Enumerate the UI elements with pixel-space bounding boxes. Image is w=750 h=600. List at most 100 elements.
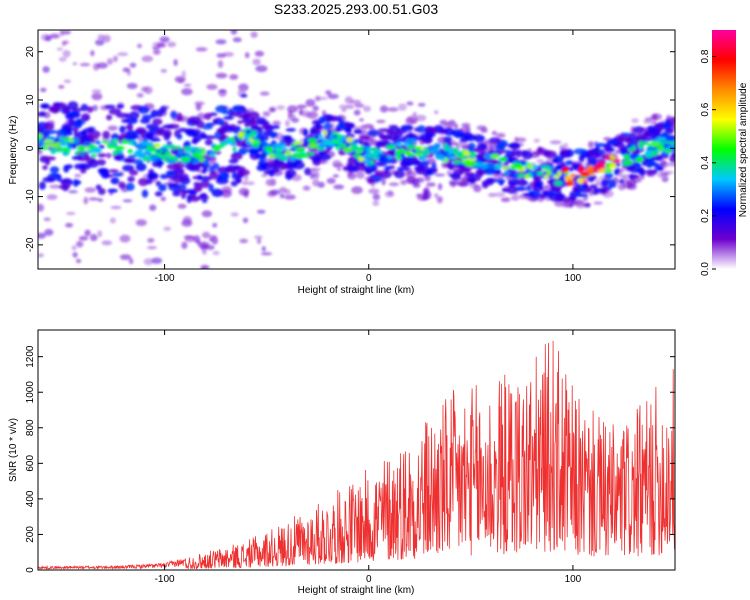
amplitude-cell: [473, 161, 478, 166]
amplitude-cell: [167, 155, 177, 159]
amplitude-cell: [349, 99, 362, 105]
amplitude-cell: [200, 180, 211, 188]
amplitude-cell: [132, 140, 138, 147]
amplitude-cell: [281, 135, 293, 140]
amplitude-cell: [565, 160, 574, 166]
amplitude-cell: [97, 153, 107, 158]
amplitude-cell: [78, 235, 89, 241]
amplitude-cell: [58, 184, 71, 190]
amplitude-cell: [42, 66, 50, 73]
amplitude-cell: [516, 149, 523, 158]
amplitude-cell: [178, 150, 185, 155]
amplitude-cell: [80, 151, 85, 157]
amplitude-cell: [221, 110, 230, 115]
amplitude-cell: [431, 162, 437, 170]
amplitude-cell: [50, 148, 57, 155]
amplitude-cell: [553, 186, 561, 192]
amplitude-cell: [44, 35, 52, 42]
amplitude-cell: [594, 146, 601, 151]
amplitude-cell: [211, 236, 219, 245]
amplitude-cell: [631, 118, 639, 124]
amplitude-cell: [381, 178, 386, 186]
colorbar: 0.0 0.2 0.4 0.6 0.8 Normalized spectral ampl…: [700, 30, 749, 276]
amplitude-cell: [83, 142, 91, 147]
amplitude-cell: [387, 107, 399, 112]
amplitude-cell: [554, 175, 560, 179]
amplitude-cell: [407, 138, 417, 144]
amplitude-cell: [570, 192, 584, 197]
amplitude-cell: [152, 46, 160, 50]
amplitude-cell: [185, 162, 198, 171]
amplitude-cell: [354, 153, 361, 159]
amplitude-cell: [488, 192, 496, 198]
amplitude-cell: [173, 59, 178, 66]
amplitude-cell: [150, 109, 159, 118]
amplitude-cell: [167, 41, 177, 48]
amplitude-cell: [46, 136, 56, 140]
amplitude-cell: [423, 191, 432, 198]
amplitude-cell: [544, 150, 557, 159]
amplitude-cell: [229, 74, 239, 80]
amplitude-cell: [617, 142, 625, 150]
amplitude-cell: [350, 143, 358, 148]
amplitude-cell: [80, 103, 89, 112]
amplitude-cell: [86, 106, 94, 113]
amplitude-cell: [101, 140, 108, 144]
amplitude-cell: [372, 200, 380, 207]
amplitude-cell: [560, 161, 566, 168]
amplitude-cell: [151, 257, 163, 264]
amplitude-cell: [295, 158, 303, 163]
amplitude-cell: [259, 91, 270, 96]
amplitude-cell: [42, 176, 56, 183]
amplitude-cell: [325, 139, 333, 145]
amplitude-cell: [195, 47, 208, 52]
amplitude-cell: [212, 250, 220, 256]
amplitude-cell: [641, 141, 649, 145]
amplitude-cell: [277, 146, 287, 151]
amplitude-cell: [665, 145, 675, 150]
amplitude-cell: [102, 34, 111, 43]
amplitude-cell: [176, 112, 183, 122]
amplitude-cell: [304, 167, 312, 176]
amplitude-cell: [417, 163, 425, 172]
amplitude-cell: [212, 163, 220, 170]
amplitude-cell: [129, 111, 140, 120]
amplitude-cell: [468, 142, 476, 151]
amplitude-cell: [332, 174, 339, 178]
amplitude-cell: [570, 174, 576, 178]
amplitude-cell: [211, 188, 224, 197]
amplitude-cell: [378, 132, 385, 138]
amplitude-cell: [73, 131, 80, 138]
amplitude-cell: [147, 238, 155, 243]
amplitude-cell: [629, 153, 638, 159]
amplitude-cell: [609, 164, 617, 169]
amplitude-cell: [375, 141, 382, 149]
amplitude-cell: [374, 170, 381, 177]
amplitude-cell: [456, 154, 467, 158]
amplitude-cell: [228, 158, 239, 164]
amplitude-cell: [217, 60, 224, 69]
amplitude-cell: [347, 170, 353, 177]
y-tick-label: 200: [25, 526, 36, 543]
amplitude-cell: [262, 111, 271, 117]
amplitude-cell: [160, 196, 167, 202]
amplitude-cell: [466, 177, 477, 183]
amplitude-cell: [483, 168, 497, 175]
amplitude-cell: [582, 183, 588, 189]
amplitude-cell: [141, 189, 149, 198]
amplitude-cell: [230, 30, 238, 35]
amplitude-cell: [62, 40, 69, 45]
amplitude-cell: [295, 153, 305, 159]
amplitude-cell: [39, 147, 49, 150]
amplitude-cell: [588, 150, 601, 159]
amplitude-cell: [91, 92, 103, 101]
amplitude-cell: [232, 146, 237, 152]
amplitude-cell: [500, 197, 511, 203]
amplitude-cell: [420, 160, 431, 166]
spectrogram-x-axis: -100 0 100: [155, 30, 582, 284]
amplitude-cell: [561, 167, 569, 173]
snr-frame: [37, 329, 676, 571]
amplitude-cell: [264, 157, 272, 163]
amplitude-cell: [212, 222, 218, 228]
amplitude-cell: [246, 140, 252, 145]
